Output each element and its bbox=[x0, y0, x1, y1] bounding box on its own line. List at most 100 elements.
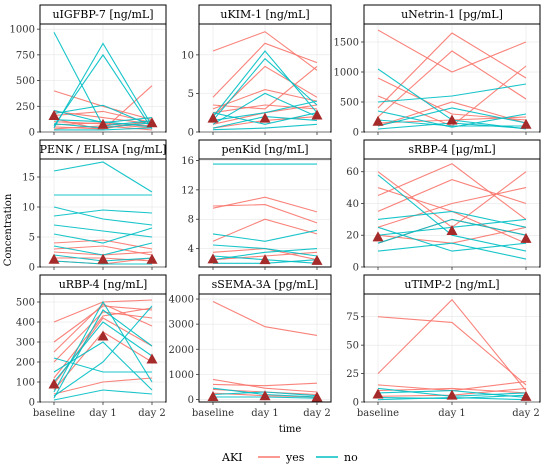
y-tick-label: 0 bbox=[29, 398, 35, 409]
panel-7: sSEMA-3A [pg/mL] 0 1000 2000 3000 4000 baselin… bbox=[169, 274, 332, 419]
series-line-yes bbox=[377, 316, 527, 386]
series-line-no bbox=[53, 227, 153, 244]
series-line-no bbox=[53, 42, 153, 129]
median-marker bbox=[207, 253, 219, 264]
series-line-yes bbox=[212, 104, 318, 114]
series-line-yes bbox=[53, 90, 153, 121]
x-tick-label: day 1 bbox=[438, 408, 466, 419]
median-marker bbox=[259, 112, 271, 123]
series-line-no bbox=[53, 260, 152, 265]
median-marker bbox=[97, 330, 109, 341]
y-tick-label: 15 bbox=[22, 173, 35, 184]
series-line-yes bbox=[212, 196, 318, 213]
series-line-yes bbox=[53, 239, 153, 250]
series-line-yes bbox=[53, 311, 153, 363]
y-tick-label: 1000 bbox=[10, 25, 35, 36]
series-line-yes bbox=[53, 305, 153, 343]
x-axis-label: time bbox=[279, 424, 302, 435]
panel-title: sSEMA-3A [pg/mL] bbox=[212, 278, 319, 291]
median-marker bbox=[372, 115, 384, 126]
y-tick-label: 5 bbox=[29, 233, 35, 244]
x-tick-label: day 2 bbox=[138, 408, 166, 419]
series-line-no bbox=[53, 305, 153, 397]
median-marker bbox=[97, 253, 109, 264]
series-line-no bbox=[53, 389, 153, 401]
series-line-no bbox=[212, 112, 318, 125]
y-tick-label: 12 bbox=[181, 185, 194, 196]
series-line-no bbox=[212, 92, 318, 125]
y-tick-label: 500 bbox=[16, 76, 35, 87]
median-marker bbox=[146, 353, 158, 364]
median-marker bbox=[48, 378, 60, 389]
series-line-no bbox=[212, 248, 318, 261]
series-line-yes bbox=[53, 245, 153, 256]
y-axis-label: Concentration bbox=[3, 193, 14, 266]
y-tick-label: 4 bbox=[188, 244, 194, 255]
x-tick-label: baseline bbox=[192, 408, 234, 419]
panel-title: uIGFBP-7 [ng/mL] bbox=[52, 8, 153, 21]
legend-label-yes: yes bbox=[285, 451, 305, 464]
series-line-no bbox=[377, 242, 527, 260]
x-tick-label: day 2 bbox=[303, 408, 331, 419]
median-marker bbox=[207, 390, 219, 401]
median-marker bbox=[207, 112, 219, 123]
median-marker bbox=[372, 231, 384, 242]
series-line-yes bbox=[212, 382, 318, 387]
y-tick-label: 0 bbox=[353, 128, 359, 139]
median-marker bbox=[48, 253, 60, 264]
series-line-yes bbox=[377, 50, 527, 118]
median-marker bbox=[520, 390, 532, 401]
median-marker bbox=[446, 114, 458, 125]
series-line-no bbox=[53, 209, 153, 217]
y-tick-label: 50 bbox=[346, 341, 359, 352]
series-line-yes bbox=[212, 42, 318, 98]
series-line-yes bbox=[212, 378, 318, 393]
y-tick-label: 500 bbox=[16, 298, 35, 309]
y-tick-label: 60 bbox=[346, 167, 359, 178]
series-line-yes bbox=[212, 204, 318, 224]
series-line-yes bbox=[377, 163, 527, 220]
series-line-no bbox=[53, 341, 153, 391]
series-line-no bbox=[53, 161, 153, 193]
y-tick-label: 0 bbox=[29, 263, 35, 274]
y-tick-label: 1500 bbox=[334, 38, 359, 49]
y-tick-label: 3000 bbox=[169, 320, 194, 331]
series-line-no bbox=[212, 244, 318, 257]
y-tick-label: 5 bbox=[188, 89, 194, 100]
median-marker bbox=[520, 118, 532, 129]
y-tick-label: 200 bbox=[16, 358, 35, 369]
panel-4: penKid [ng/mL] 4 8 12 16 bbox=[181, 139, 332, 270]
y-tick-label: 0 bbox=[188, 395, 194, 406]
series-line-yes bbox=[377, 179, 527, 212]
median-marker bbox=[311, 254, 323, 265]
y-tick-label: 20 bbox=[346, 231, 359, 242]
y-tick-label: 750 bbox=[16, 50, 35, 61]
series-line-yes bbox=[212, 89, 318, 110]
series-line-yes bbox=[377, 29, 527, 73]
median-marker bbox=[48, 110, 60, 121]
y-tick-label: 2000 bbox=[169, 345, 194, 356]
series-line-yes bbox=[377, 298, 527, 391]
series-line-yes bbox=[212, 301, 318, 336]
y-tick-label: 10 bbox=[22, 203, 35, 214]
series-line-no bbox=[212, 57, 318, 121]
legend-label-no: no bbox=[344, 451, 358, 464]
x-tick-label: day 1 bbox=[89, 408, 117, 419]
median-marker bbox=[146, 117, 158, 128]
panel-title: uTIMP-2 [ng/mL] bbox=[404, 278, 499, 291]
median-marker bbox=[311, 109, 323, 120]
series-line-no bbox=[53, 53, 153, 130]
series-line-yes bbox=[377, 101, 527, 127]
series-line-yes bbox=[377, 32, 527, 109]
series-line-yes bbox=[377, 187, 527, 228]
series-line-no bbox=[377, 119, 526, 127]
y-tick-label: 0 bbox=[353, 263, 359, 274]
series-line-no bbox=[212, 229, 318, 242]
series-line-no bbox=[377, 83, 527, 103]
series-line-yes bbox=[53, 110, 153, 125]
x-tick-label: day 2 bbox=[512, 408, 540, 419]
series-line-no bbox=[54, 127, 153, 131]
x-tick-label: baseline bbox=[357, 408, 399, 419]
y-tick-label: 16 bbox=[181, 156, 194, 167]
series-line-no bbox=[212, 50, 318, 117]
